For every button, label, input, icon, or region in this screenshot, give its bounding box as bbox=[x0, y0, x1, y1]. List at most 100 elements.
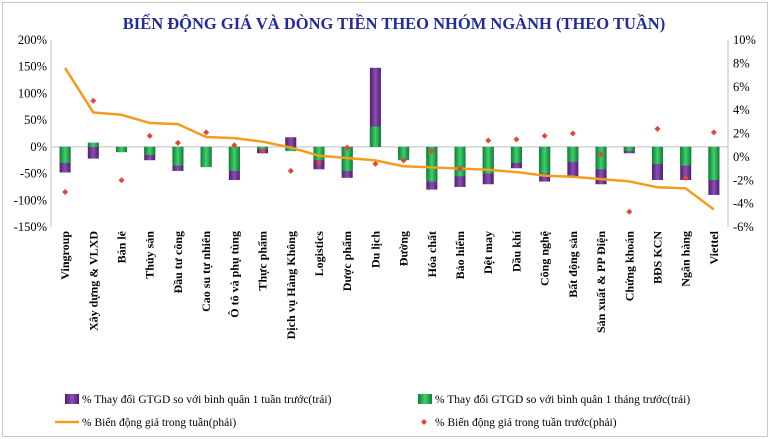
dot-price-prev-week-3 bbox=[146, 132, 153, 139]
legend-label-0: % Thay đổi GTGD so với bình quân 1 tuần … bbox=[82, 393, 332, 406]
right-tick-label: 2% bbox=[733, 127, 750, 141]
dot-price-prev-week-17 bbox=[541, 132, 548, 139]
left-tick-label: 150% bbox=[18, 60, 47, 74]
category-label: Cao su tự nhiên bbox=[199, 231, 213, 312]
right-tick-label: 10% bbox=[733, 33, 756, 47]
category-label: BĐS KCN bbox=[650, 231, 664, 284]
dot-price-prev-week-11 bbox=[372, 160, 379, 167]
category-label: Ô tô và phụ tùng bbox=[227, 231, 241, 318]
dot-price-prev-week-4 bbox=[174, 139, 181, 146]
right-tick-label: 4% bbox=[733, 103, 750, 117]
bar-month-21 bbox=[651, 146, 663, 164]
category-label: Dệt may bbox=[481, 231, 495, 274]
dot-price-prev-week-12 bbox=[400, 157, 407, 164]
dot-price-prev-week-21 bbox=[654, 125, 661, 132]
chart-title: BIẾN ĐỘNG GIÁ VÀ DÒNG TIỀN THEO NHÓM NGÀ… bbox=[123, 14, 665, 33]
legend-swatch-3 bbox=[421, 419, 427, 425]
dot-price-prev-week-14 bbox=[457, 165, 464, 172]
legend-label-3: % Biến động giá trong tuần trước(phải) bbox=[435, 416, 617, 429]
legend-label-1: % Thay đổi GTGD so với bình quân 1 tháng… bbox=[435, 393, 690, 406]
category-label: Bất động sản bbox=[566, 231, 580, 298]
left-tick-label: 200% bbox=[18, 33, 47, 47]
bar-month-19 bbox=[595, 146, 607, 170]
right-tick-label: -4% bbox=[733, 197, 754, 211]
dot-price-prev-week-18 bbox=[569, 130, 576, 137]
dot-price-prev-week-13 bbox=[428, 148, 435, 155]
category-label: Logistics bbox=[312, 231, 326, 277]
bar-month-17 bbox=[539, 146, 551, 174]
left-tick-label: -100% bbox=[14, 193, 47, 207]
category-label: Dược phẩm bbox=[340, 231, 354, 291]
bar-month-13 bbox=[426, 146, 438, 182]
plot-area: 200% 150% 100% 50% 0% -50% -100% -150% 10% 8% 6% 4%… bbox=[14, 33, 756, 339]
line-price-week bbox=[64, 67, 715, 211]
bar-month-9 bbox=[313, 146, 325, 161]
bar-week-1 bbox=[87, 146, 99, 159]
category-label: Đường bbox=[397, 231, 411, 266]
bar-week-8 bbox=[285, 137, 297, 147]
right-tick-label: 8% bbox=[733, 56, 750, 70]
dot-price-prev-week-2 bbox=[118, 177, 125, 184]
dot-price-prev-week-5 bbox=[203, 129, 210, 136]
bar-month-20 bbox=[623, 146, 635, 152]
dot-price-prev-week-22 bbox=[682, 174, 689, 181]
bar-month-16 bbox=[510, 146, 522, 163]
bar-month-8 bbox=[285, 146, 297, 152]
right-tick-label: -2% bbox=[733, 173, 754, 187]
bar-month-1 bbox=[87, 142, 99, 147]
category-label: Dịch vụ Hàng Không bbox=[284, 231, 298, 339]
category-label: Vingroup bbox=[58, 231, 72, 280]
category-label: Viettel bbox=[707, 230, 721, 264]
legend-swatch-1 bbox=[418, 394, 432, 404]
left-tick-label: -50% bbox=[20, 167, 47, 181]
left-tick-label: 0% bbox=[30, 140, 47, 154]
legend-label-2: % Biến động giá trong tuần(phải) bbox=[82, 416, 236, 429]
bar-month-2 bbox=[116, 146, 128, 153]
bar-month-12 bbox=[398, 146, 410, 161]
category-label: Du lịch bbox=[368, 231, 382, 268]
category-label: Bảo hiểm bbox=[453, 231, 467, 279]
legend: % Thay đổi GTGD so với bình quân 1 tuần … bbox=[55, 393, 690, 429]
dot-price-prev-week-19 bbox=[598, 151, 605, 158]
bar-month-14 bbox=[454, 146, 466, 177]
category-label: Hóa chất bbox=[425, 231, 439, 277]
bar-month-18 bbox=[567, 146, 579, 162]
right-tick-label: -6% bbox=[733, 220, 754, 234]
category-label: Xây dựng & VLXD bbox=[86, 231, 100, 331]
left-tick-label: 100% bbox=[18, 86, 47, 100]
category-label: Thủy sản bbox=[143, 231, 157, 279]
bar-month-3 bbox=[144, 146, 156, 155]
dot-price-prev-week-6 bbox=[231, 142, 238, 149]
legend-swatch-0 bbox=[65, 394, 79, 404]
bar-month-6 bbox=[228, 146, 240, 171]
dot-price-prev-week-20 bbox=[626, 208, 633, 215]
dot-price-prev-week-8 bbox=[287, 167, 294, 174]
dot-price-prev-week-1 bbox=[90, 97, 97, 104]
category-label: Thực phẩm bbox=[256, 231, 270, 291]
category-label: Sản xuất & PP Điện bbox=[594, 231, 608, 333]
right-tick-label: 6% bbox=[733, 80, 750, 94]
dot-price-prev-week-10 bbox=[344, 144, 351, 151]
bar-month-0 bbox=[59, 146, 71, 163]
category-label: Ngân hàng bbox=[679, 231, 693, 287]
bar-month-22 bbox=[680, 146, 692, 166]
chart: BIẾN ĐỘNG GIÁ VÀ DÒNG TIỀN THEO NHÓM NGÀ… bbox=[14, 14, 756, 429]
dot-price-prev-week-23 bbox=[710, 129, 717, 136]
dot-price-prev-week-16 bbox=[513, 136, 520, 143]
dot-price-prev-week-0 bbox=[62, 188, 69, 195]
left-tick-label: -150% bbox=[14, 220, 47, 234]
category-label: Công nghệ bbox=[538, 230, 552, 286]
dot-price-prev-week-15 bbox=[485, 137, 492, 144]
bar-month-5 bbox=[200, 146, 212, 168]
dot-price-prev-week-7 bbox=[259, 148, 266, 155]
left-tick-label: 50% bbox=[24, 113, 47, 127]
category-label: Chứng khoán bbox=[622, 231, 636, 302]
bar-month-11 bbox=[369, 126, 381, 147]
dot-price-prev-week-9 bbox=[315, 159, 322, 166]
bar-month-23 bbox=[708, 146, 720, 180]
bar-month-15 bbox=[482, 146, 494, 174]
category-label: Dầu khí bbox=[509, 230, 523, 272]
right-tick-label: 0% bbox=[733, 150, 750, 164]
bar-week-11 bbox=[369, 67, 381, 147]
